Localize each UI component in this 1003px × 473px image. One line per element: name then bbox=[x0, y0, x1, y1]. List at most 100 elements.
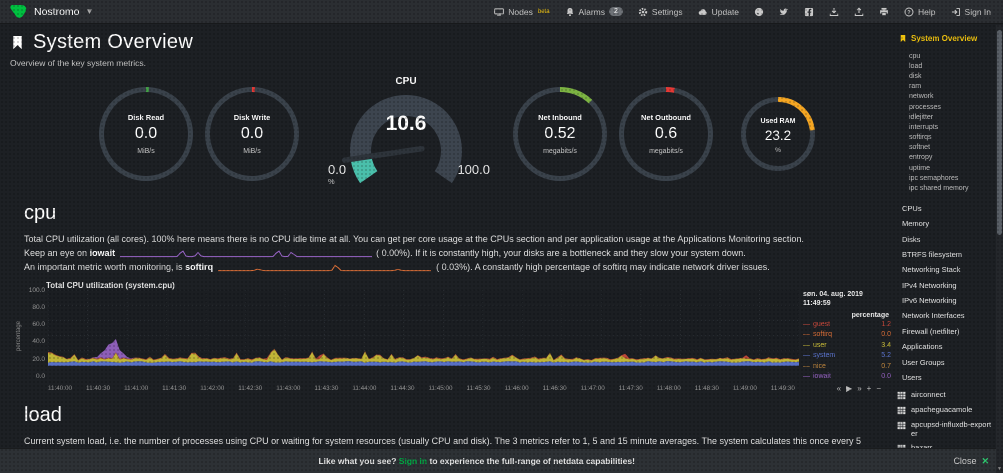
legend-swatch: — bbox=[803, 373, 810, 381]
sidebar-section-item[interactable]: Networking Stack bbox=[897, 262, 995, 285]
chart-resize-handle[interactable]: ⇕ bbox=[890, 384, 891, 393]
sidebar-section-label: Applications bbox=[902, 342, 943, 352]
sidebar-section-item[interactable]: User Groups bbox=[897, 354, 995, 379]
softirq-sparkline[interactable] bbox=[217, 262, 432, 273]
sidebar-submenu-item[interactable]: ipc semaphores bbox=[909, 174, 959, 182]
settings-button[interactable]: Settings bbox=[638, 7, 683, 17]
printer-icon bbox=[879, 7, 889, 17]
sidebar-section-label: IPv6 Networking bbox=[902, 296, 957, 306]
load-section-heading: load bbox=[24, 403, 62, 426]
signin-button[interactable]: Sign In bbox=[951, 7, 991, 17]
sidebar-section-item[interactable]: IPv4 Networking bbox=[897, 278, 995, 301]
sidebar-section-item[interactable]: Applications bbox=[897, 339, 995, 364]
sidebar-submenu-item[interactable]: entropy bbox=[909, 154, 933, 162]
legend-row[interactable]: — guest 1.2 bbox=[803, 320, 891, 331]
cpu-gauge[interactable]: CPU 10.6 0.0 100.0 % bbox=[326, 76, 490, 190]
legend-row[interactable]: — system 5.2 bbox=[803, 351, 891, 362]
sidebar-submenu-item[interactable]: softirqs bbox=[909, 134, 932, 142]
svg-text:?: ? bbox=[907, 9, 910, 15]
bookmark-icon bbox=[10, 34, 25, 51]
legend-swatch: — bbox=[803, 320, 810, 328]
sidebar-submenu-item[interactable]: load bbox=[909, 62, 923, 70]
legend-swatch: — bbox=[803, 352, 810, 360]
bookmark-icon bbox=[899, 34, 907, 43]
chart-toolbar-button[interactable]: ▶ bbox=[846, 383, 853, 393]
sidebar-section-item[interactable]: IPv6 Networking bbox=[897, 293, 995, 316]
signin-link[interactable]: Sign in bbox=[398, 456, 428, 466]
nodes-button[interactable]: Nodes beta bbox=[494, 7, 550, 17]
chart-toolbar-button[interactable]: + bbox=[866, 383, 872, 393]
import-button[interactable] bbox=[829, 7, 839, 17]
print-button[interactable] bbox=[879, 7, 889, 17]
sidebar-app-item[interactable]: bazarr bbox=[897, 441, 995, 448]
cpu-gauge-min: 0.0 bbox=[328, 162, 347, 177]
main-content: System Overview Overview of the key syst… bbox=[0, 24, 891, 473]
sidebar-submenu-item[interactable]: idlejitter bbox=[909, 113, 934, 121]
legend-name: nice bbox=[813, 362, 826, 370]
sidebar-submenu-item[interactable]: ram bbox=[909, 83, 922, 91]
disk-write-ring bbox=[204, 87, 300, 186]
cloud-icon bbox=[698, 7, 708, 17]
cpu-text-line2: Keep an eye on iowait ( 0.00%). If it is… bbox=[24, 247, 746, 259]
sidebar-submenu-item[interactable]: ipc shared memory bbox=[909, 185, 969, 193]
legend-swatch: — bbox=[803, 331, 810, 339]
sidebar-section-label: IPv4 Networking bbox=[902, 280, 957, 290]
close-sidebar-button[interactable]: Close ✕ bbox=[953, 456, 989, 467]
gear-icon bbox=[638, 7, 648, 17]
scrollbar-down-arrow[interactable]: ▼ bbox=[997, 466, 1002, 472]
chart-toolbar-button[interactable]: − bbox=[876, 383, 881, 393]
disk-read-unit: MiB/s bbox=[137, 148, 155, 155]
update-button[interactable]: Update bbox=[698, 7, 739, 17]
net-outbound-gauge[interactable]: Net Outbound 0.6 megabits/s bbox=[618, 86, 714, 182]
twitter-button[interactable] bbox=[779, 7, 789, 17]
net-outbound-ring bbox=[618, 87, 714, 186]
sidebar-app-item[interactable]: airconnect bbox=[897, 387, 995, 402]
chart-toolbar-button[interactable]: » bbox=[857, 383, 862, 393]
facebook-button[interactable] bbox=[804, 7, 814, 17]
sidebar-app-item[interactable]: apacheguacamole bbox=[897, 402, 995, 417]
host-selector[interactable]: Nostromo ▼ bbox=[0, 4, 93, 20]
disk-read-gauge[interactable]: Disk Read 0.0 MiB/s bbox=[98, 86, 194, 182]
github-button[interactable] bbox=[754, 7, 764, 17]
page-scrollbar[interactable]: ▼ bbox=[996, 25, 1003, 473]
help-button[interactable]: ? Help bbox=[904, 7, 936, 17]
cpu-chart-plot[interactable] bbox=[48, 289, 799, 383]
used-ram-label: Used RAM bbox=[760, 118, 796, 125]
alarms-button[interactable]: Alarms 2 bbox=[565, 7, 623, 17]
sidebar-section-item[interactable]: Users bbox=[897, 370, 995, 394]
sidebar-app-label: airconnect bbox=[911, 389, 946, 399]
net-inbound-label: Net Inbound bbox=[538, 113, 582, 122]
legend-row[interactable]: — nice 0.7 bbox=[803, 362, 891, 373]
sidebar-submenu-item[interactable]: disk bbox=[909, 72, 922, 80]
cpu-gauge-max: 100.0 bbox=[457, 162, 490, 177]
disk-write-gauge[interactable]: Disk Write 0.0 MiB/s bbox=[204, 86, 300, 182]
cpu-section-heading: cpu bbox=[24, 202, 57, 224]
legend-row[interactable]: — softirq 0.0 bbox=[803, 330, 891, 341]
sidebar-submenu-item[interactable]: interrupts bbox=[909, 123, 939, 131]
legend-row[interactable]: — iowait 0.0 bbox=[803, 372, 891, 383]
net-inbound-gauge[interactable]: Net Inbound 0.52 megabits/s bbox=[512, 86, 608, 182]
sidebar-submenu-item[interactable]: uptime bbox=[909, 164, 931, 172]
cpu-chart[interactable]: Total CPU utilization (system.cpu) perce… bbox=[14, 281, 891, 393]
legend-row[interactable]: — user 3.4 bbox=[803, 341, 891, 352]
sidebar-section-item[interactable]: CPUs bbox=[897, 201, 995, 226]
scrollbar-thumb[interactable] bbox=[997, 30, 1002, 235]
iowait-sparkline[interactable] bbox=[119, 248, 372, 259]
gauges-row: Disk Read 0.0 MiB/s Disk Write 0.0 MiB/s… bbox=[98, 76, 891, 190]
grid-icon bbox=[897, 406, 906, 415]
used-ram-gauge[interactable]: Used RAM 23.2 % bbox=[740, 96, 816, 172]
sidebar-section-item[interactable]: Disks bbox=[897, 231, 995, 256]
sidebar-section-item[interactable]: BTRFS filesystem bbox=[897, 247, 995, 270]
sidebar-section-item[interactable]: Firewall (netfilter) bbox=[897, 324, 995, 349]
sidebar-app-item[interactable]: apcupsd-influxdb-exporter bbox=[897, 418, 995, 441]
chart-toolbar-button[interactable]: « bbox=[836, 383, 842, 393]
sidebar-item-system-overview[interactable]: System Overview bbox=[899, 34, 995, 43]
sidebar-submenu-item[interactable]: network bbox=[909, 93, 934, 101]
sidebar-submenu-item[interactable]: processes bbox=[909, 103, 941, 111]
sidebar-submenu-item[interactable]: cpu bbox=[909, 52, 921, 60]
sidebar-submenu-item[interactable]: softnet bbox=[909, 144, 931, 152]
sidebar-section-item[interactable]: Memory bbox=[897, 216, 995, 241]
sidebar-section-item[interactable]: Network Interfaces bbox=[897, 308, 995, 333]
export-button[interactable] bbox=[854, 6, 864, 17]
cpu-chart-xticks: 11:40:00 11:40:30 11:41:00 11:41:30 11:42:00… bbox=[48, 384, 795, 392]
